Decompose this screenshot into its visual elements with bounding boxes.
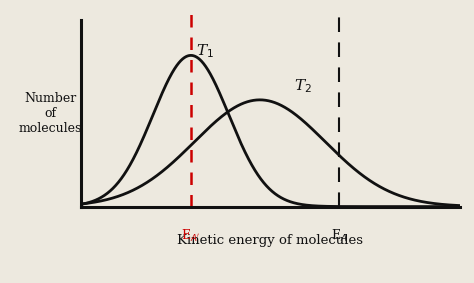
Text: E$_{A'}$: E$_{A'}$: [181, 228, 201, 244]
Text: Number
of
molecules: Number of molecules: [18, 92, 82, 135]
X-axis label: Kinetic energy of molecules: Kinetic energy of molecules: [177, 234, 363, 247]
Text: E$_A$: E$_A$: [331, 228, 347, 244]
Text: T$_2$: T$_2$: [294, 78, 312, 95]
Text: T$_1$: T$_1$: [196, 42, 214, 60]
